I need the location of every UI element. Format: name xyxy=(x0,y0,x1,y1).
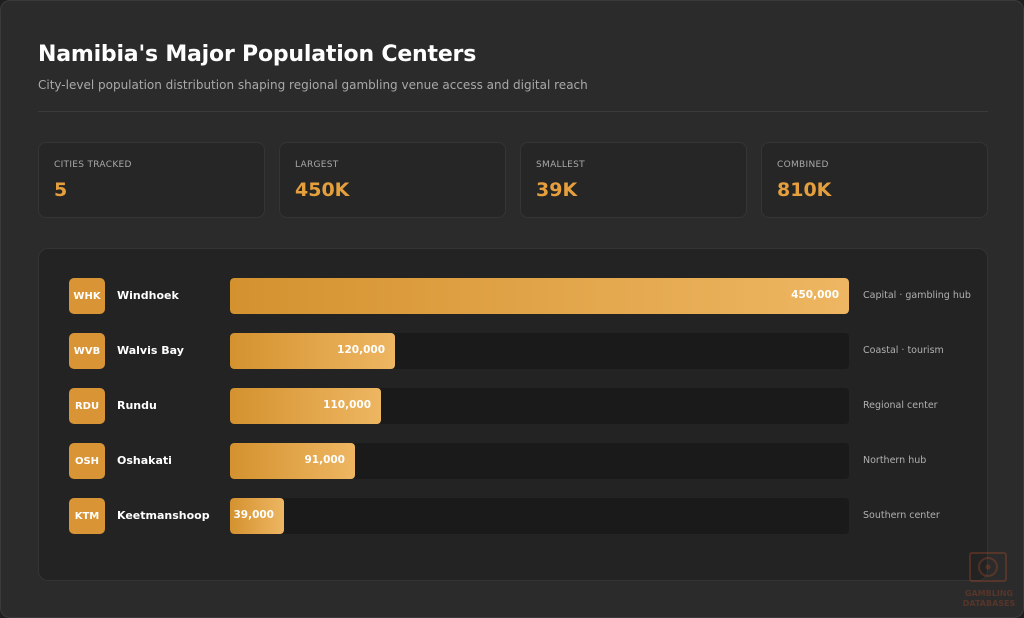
bar-fill: 120,000 xyxy=(230,333,395,369)
header-divider xyxy=(38,111,988,112)
city-note: Coastal · tourism xyxy=(863,345,944,356)
watermark-text: GAMBLING DATABASES xyxy=(953,589,1024,609)
stat-label: LARGEST xyxy=(295,160,339,170)
bar-track: 39,000 xyxy=(230,498,849,534)
city-note: Regional center xyxy=(863,400,938,411)
bar-value-label: 450,000 xyxy=(791,289,839,301)
city-name: Windhoek xyxy=(117,289,179,302)
bar-track: 120,000 xyxy=(230,333,849,369)
bar-fill: 39,000 xyxy=(230,498,284,534)
city-name: Walvis Bay xyxy=(117,344,184,357)
stat-card-cities-tracked: CITIES TRACKED 5 xyxy=(38,142,265,218)
bar-value-label: 120,000 xyxy=(337,344,385,356)
stat-value: 450K xyxy=(295,179,350,201)
stat-card-combined: COMBINED 810K xyxy=(761,142,988,218)
bar-value-label: 110,000 xyxy=(323,399,371,411)
city-name: Keetmanshoop xyxy=(117,509,210,522)
bar-fill: 110,000 xyxy=(230,388,381,424)
city-name: Rundu xyxy=(117,399,157,412)
stat-value: 810K xyxy=(777,179,832,201)
bar-row-windhoek: WHK Windhoek 450,000 Capital · gambling … xyxy=(39,278,989,315)
page-subtitle: City-level population distribution shapi… xyxy=(38,78,588,92)
bar-row-oshakati: OSH Oshakati 91,000 Northern hub xyxy=(39,443,989,480)
city-name: Oshakati xyxy=(117,454,172,467)
city-code-badge: WVB xyxy=(69,333,105,369)
bar-track: 110,000 xyxy=(230,388,849,424)
stat-card-smallest: SMALLEST 39K xyxy=(520,142,747,218)
stat-value: 39K xyxy=(536,179,578,201)
bar-row-rundu: RDU Rundu 110,000 Regional center xyxy=(39,388,989,425)
stat-label: SMALLEST xyxy=(536,160,585,170)
stat-value: 5 xyxy=(54,179,68,201)
bar-fill: 450,000 xyxy=(230,278,849,314)
bar-fill: 91,000 xyxy=(230,443,355,479)
bar-row-keetmanshoop: KTM Keetmanshoop 39,000 Southern center xyxy=(39,498,989,535)
page-title: Namibia's Major Population Centers xyxy=(38,42,477,67)
stat-label: CITIES TRACKED xyxy=(54,160,132,170)
city-code-badge: OSH xyxy=(69,443,105,479)
bar-track: 450,000 xyxy=(230,278,849,314)
city-code-badge: WHK xyxy=(69,278,105,314)
watermark-logo: GAMBLING DATABASES xyxy=(953,549,1023,617)
bar-value-label: 39,000 xyxy=(233,509,274,521)
dice-logo-glyph xyxy=(978,557,998,577)
bar-chart-panel: WHK Windhoek 450,000 Capital · gambling … xyxy=(38,248,988,581)
stat-label: COMBINED xyxy=(777,160,829,170)
dice-logo-icon xyxy=(969,552,1007,582)
watermark-line-2: DATABASES xyxy=(962,599,1016,608)
city-code-badge: KTM xyxy=(69,498,105,534)
city-code-badge: RDU xyxy=(69,388,105,424)
watermark-line-1: GAMBLING xyxy=(964,589,1014,598)
bar-row-walvis-bay: WVB Walvis Bay 120,000 Coastal · tourism xyxy=(39,333,989,370)
city-note: Capital · gambling hub xyxy=(863,290,971,301)
stat-card-largest: LARGEST 450K xyxy=(279,142,506,218)
city-note: Northern hub xyxy=(863,455,927,466)
city-note: Southern center xyxy=(863,510,940,521)
bar-value-label: 91,000 xyxy=(304,454,345,466)
bar-track: 91,000 xyxy=(230,443,849,479)
